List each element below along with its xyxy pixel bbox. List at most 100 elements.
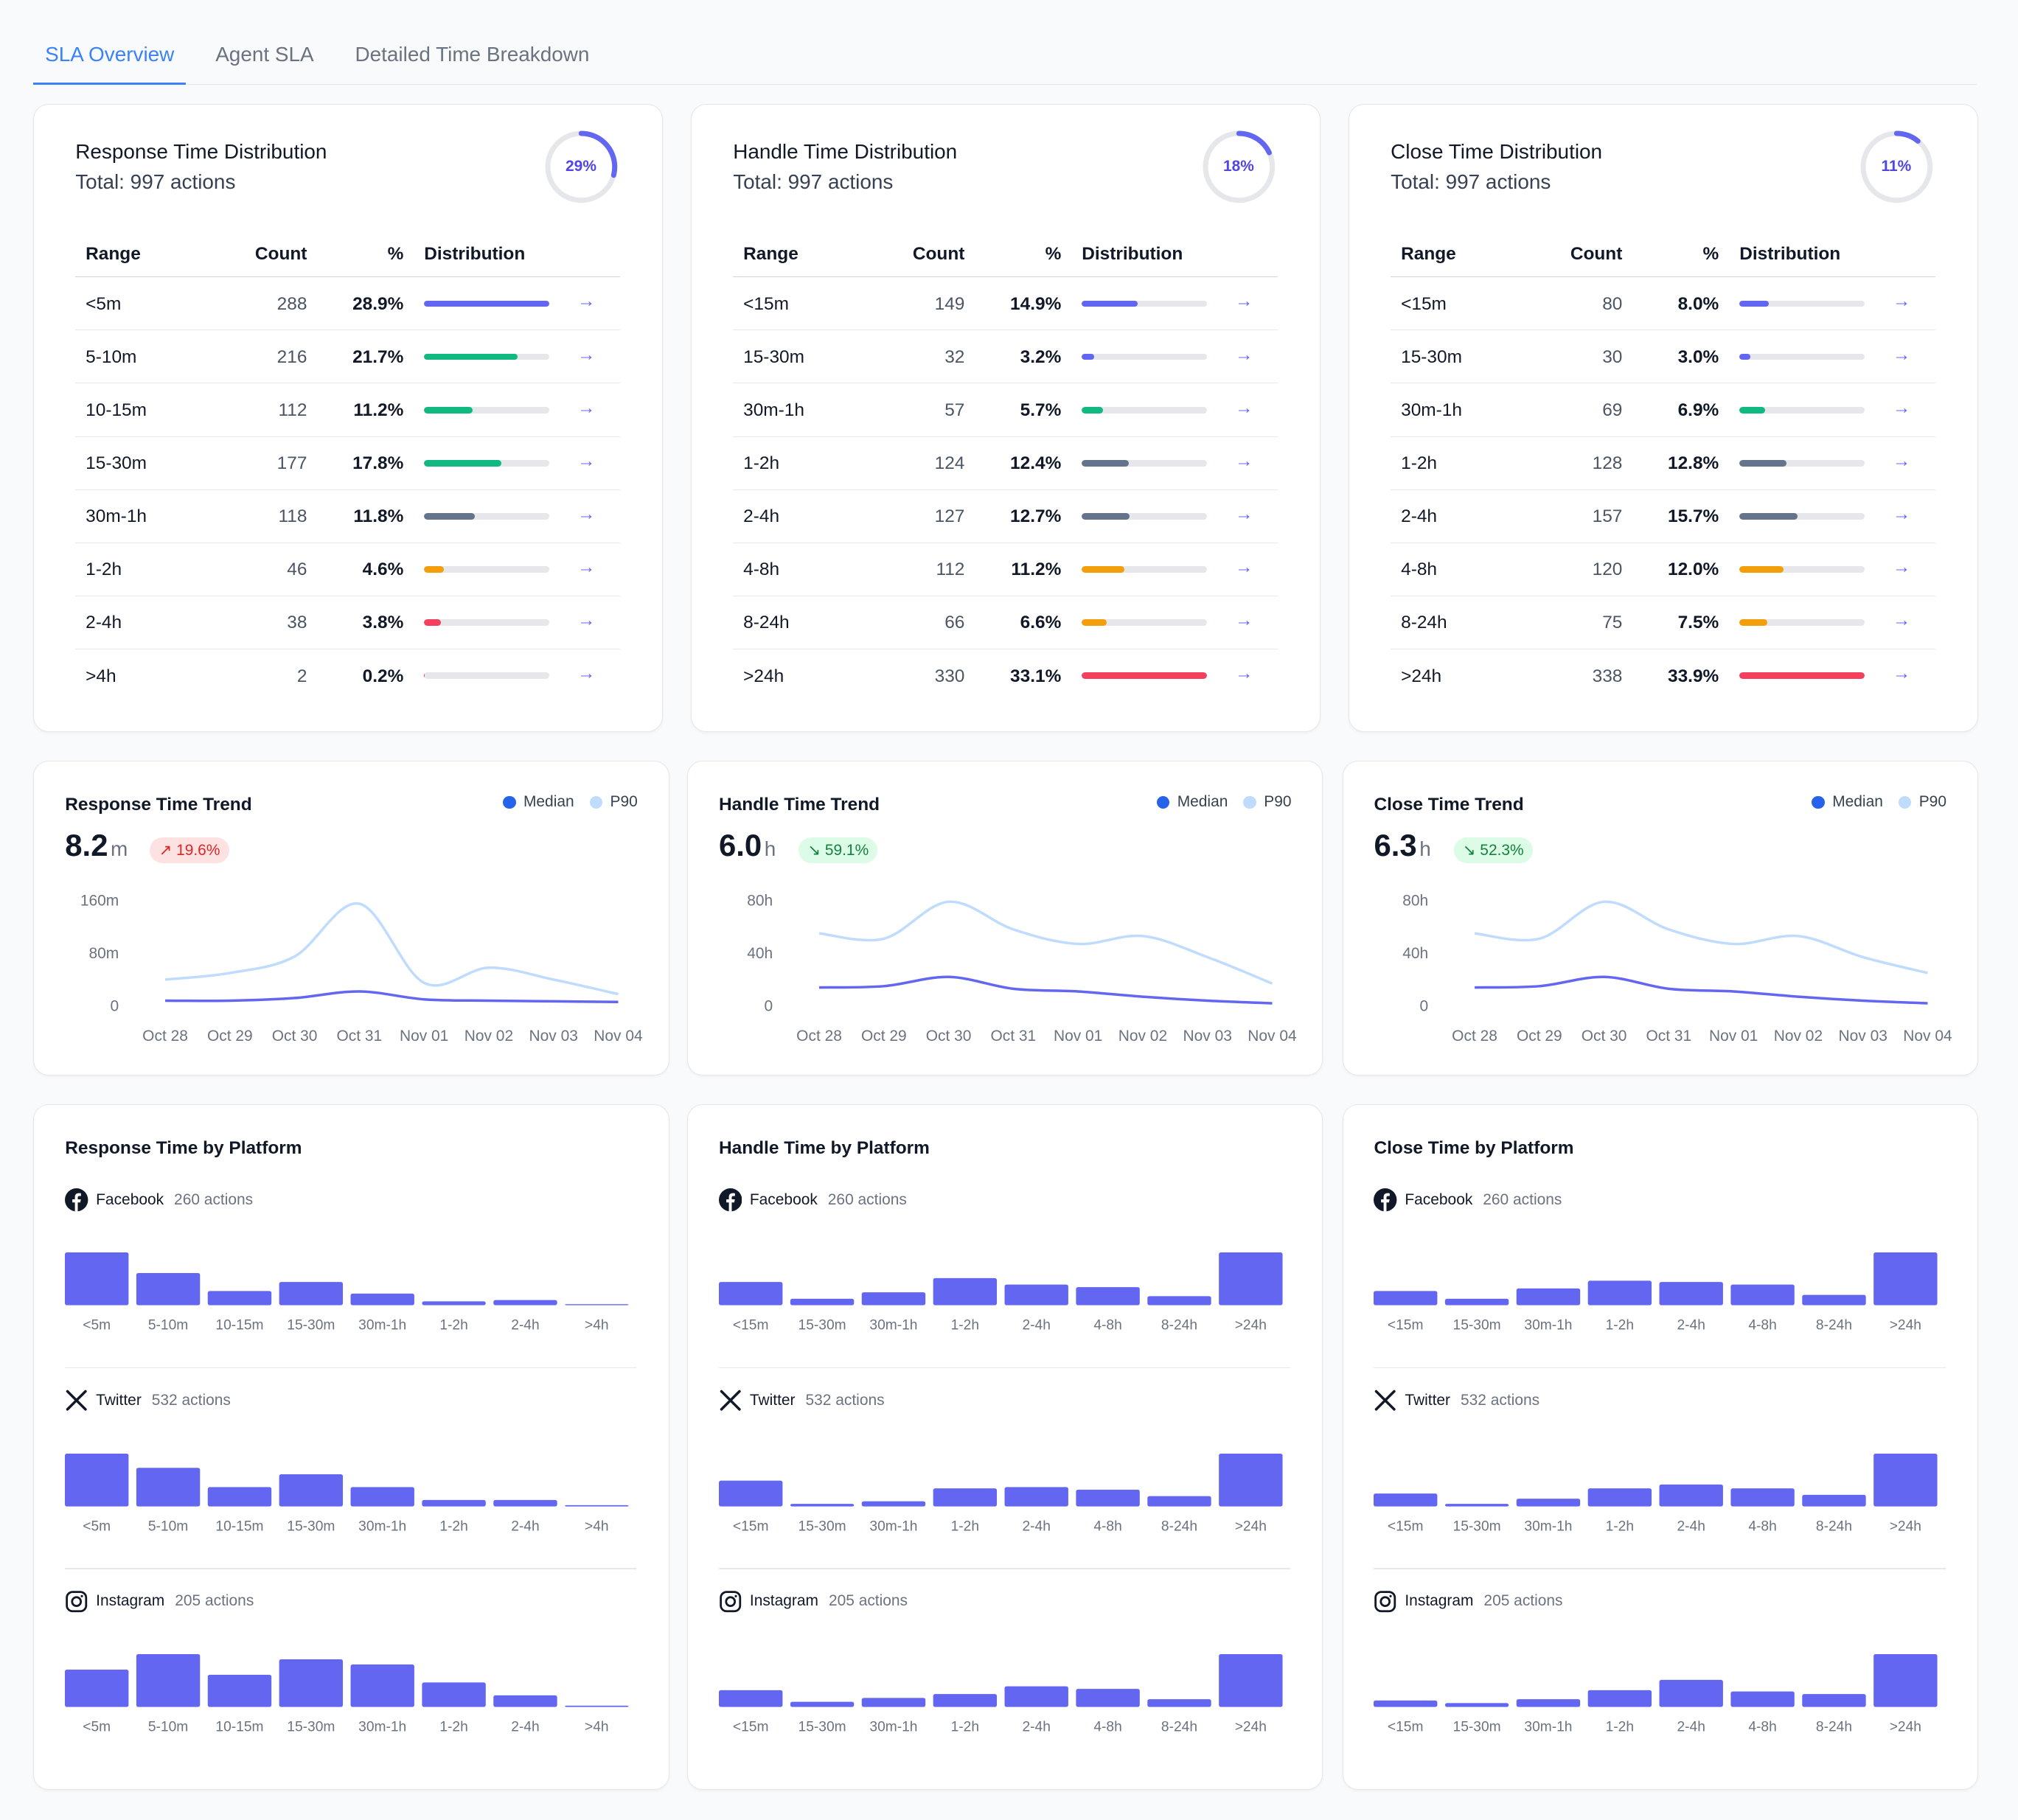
bar-category-label: >24h xyxy=(1235,1519,1267,1534)
bar-category-label: >24h xyxy=(1890,1519,1921,1534)
table-row[interactable]: 15-30m 32 3.2% → xyxy=(733,330,1278,384)
range-percent: 3.2% xyxy=(1020,347,1062,368)
arrow-right-icon[interactable]: → xyxy=(1234,450,1253,471)
bar-category-label: 15-30m xyxy=(798,1720,846,1735)
table-row[interactable]: <5m 288 28.9% → xyxy=(75,277,620,331)
table-row[interactable]: 5-10m 216 21.7% → xyxy=(75,330,620,384)
table-row[interactable]: 30m-1h 57 5.7% → xyxy=(733,383,1278,437)
arrow-right-icon[interactable]: → xyxy=(577,344,596,365)
range-label: 4-8h xyxy=(743,559,780,580)
range-count: 112 xyxy=(936,559,965,580)
column-header-percent: % xyxy=(1702,243,1719,264)
table-row[interactable]: 30m-1h 69 6.9% → xyxy=(1391,383,1935,437)
arrow-right-icon[interactable]: → xyxy=(1892,610,1911,630)
arrow-right-icon[interactable]: → xyxy=(1892,344,1911,365)
platform-action-count: 532 actions xyxy=(151,1392,231,1409)
arrow-right-icon[interactable]: → xyxy=(1234,344,1253,365)
distribution-bar-fill xyxy=(1739,619,1767,626)
range-count: 69 xyxy=(1602,400,1623,421)
table-row[interactable]: 4-8h 120 12.0% → xyxy=(1391,543,1935,596)
instagram-icon xyxy=(720,1590,742,1612)
distribution-bar xyxy=(1739,672,1865,679)
bar-category-label: 15-30m xyxy=(1453,1519,1501,1534)
tab-agent-sla[interactable]: Agent SLA xyxy=(215,42,314,66)
arrow-right-icon[interactable]: → xyxy=(1892,450,1911,471)
distribution-card: Handle Time Distribution Total: 997 actio… xyxy=(691,104,1321,733)
range-label: 1-2h xyxy=(1401,453,1437,474)
platform-name: Instagram xyxy=(1405,1592,1474,1610)
table-row[interactable]: 10-15m 112 11.2% → xyxy=(75,383,620,437)
platform-header: Instagram 205 actions xyxy=(65,1589,254,1614)
headline-number: 6.0 xyxy=(719,828,762,863)
range-count: 338 xyxy=(1592,666,1623,686)
table-row[interactable]: 15-30m 30 3.0% → xyxy=(1391,330,1935,384)
table-row[interactable]: 8-24h 75 7.5% → xyxy=(1391,596,1935,649)
legend-item-p90: P90 xyxy=(589,793,638,811)
x-tick-label: Oct 31 xyxy=(1646,1027,1691,1044)
distribution-bar xyxy=(1082,300,1207,307)
table-row[interactable]: 2-4h 157 15.7% → xyxy=(1391,490,1935,543)
table-row[interactable]: 4-8h 112 11.2% → xyxy=(733,543,1278,596)
arrow-right-icon[interactable]: → xyxy=(1234,663,1253,683)
tab-detailed-time-breakdown[interactable]: Detailed Time Breakdown xyxy=(355,42,590,66)
range-label: 30m-1h xyxy=(1401,400,1462,421)
table-row[interactable]: >24h 338 33.9% → xyxy=(1391,649,1935,702)
range-count: 216 xyxy=(276,347,307,368)
table-row[interactable]: 8-24h 66 6.6% → xyxy=(733,596,1278,649)
arrow-right-icon[interactable]: → xyxy=(1234,291,1253,312)
change-value: 59.1% xyxy=(824,841,869,859)
range-percent: 5.7% xyxy=(1020,400,1062,421)
bar xyxy=(1659,1282,1724,1305)
arrow-right-icon[interactable]: → xyxy=(1234,610,1253,630)
table-row[interactable]: 1-2h 46 4.6% → xyxy=(75,543,620,596)
table-row[interactable]: >4h 2 0.2% → xyxy=(75,649,619,702)
table-row[interactable]: 1-2h 124 12.4% → xyxy=(733,437,1278,490)
table-row[interactable]: <15m 80 8.0% → xyxy=(1391,277,1935,331)
arrow-right-icon[interactable]: → xyxy=(577,291,596,312)
range-label: >4h xyxy=(86,666,116,686)
arrow-right-icon[interactable]: → xyxy=(577,557,596,577)
arrow-right-icon[interactable]: → xyxy=(1892,663,1911,683)
chart-legend: Median P90 xyxy=(487,793,638,811)
arrow-right-icon[interactable]: → xyxy=(577,397,596,418)
headline-unit: m xyxy=(110,837,128,861)
platform-header: Instagram 205 actions xyxy=(1374,1589,1563,1614)
tab-bar: SLA Overview Agent SLA Detailed Time Bre… xyxy=(33,28,1977,86)
platform-name: Twitter xyxy=(749,1392,796,1409)
table-row[interactable]: 2-4h 38 3.8% → xyxy=(75,596,620,649)
arrow-right-icon[interactable]: → xyxy=(577,450,596,471)
table-row[interactable]: >24h 330 33.1% → xyxy=(733,649,1277,702)
range-percent: 33.9% xyxy=(1668,666,1719,686)
bar-category-label: 5-10m xyxy=(148,1519,188,1534)
bar-category-label: 1-2h xyxy=(440,1519,468,1534)
section-divider xyxy=(719,1568,1291,1569)
platform-action-count: 260 actions xyxy=(1483,1190,1562,1208)
table-row[interactable]: 2-4h 127 12.7% → xyxy=(733,490,1278,543)
arrow-right-icon[interactable]: → xyxy=(1234,503,1253,524)
legend-item-p90: P90 xyxy=(1243,793,1292,811)
table-row[interactable]: <15m 149 14.9% → xyxy=(733,277,1278,331)
range-count: 288 xyxy=(276,293,307,314)
arrow-right-icon[interactable]: → xyxy=(577,663,596,683)
arrow-right-icon[interactable]: → xyxy=(1892,557,1911,577)
change-value: 19.6% xyxy=(176,841,220,859)
table-row[interactable]: 30m-1h 118 11.8% → xyxy=(75,490,620,543)
progress-ring: 29% xyxy=(543,128,620,206)
bar xyxy=(1730,1285,1795,1305)
arrow-right-icon[interactable]: → xyxy=(577,503,596,524)
arrow-right-icon[interactable]: → xyxy=(1892,397,1911,418)
bar-category-label: <5m xyxy=(83,1318,111,1333)
arrow-right-icon[interactable]: → xyxy=(1892,291,1911,312)
x-tick-label: Nov 04 xyxy=(1248,1027,1297,1044)
arrow-right-icon[interactable]: → xyxy=(1234,397,1253,418)
arrow-right-icon[interactable]: → xyxy=(577,610,596,630)
arrow-right-icon[interactable]: → xyxy=(1234,557,1253,577)
table-row[interactable]: 15-30m 177 17.8% → xyxy=(75,437,620,490)
distribution-bar-fill xyxy=(424,300,549,307)
tab-sla-overview[interactable]: SLA Overview xyxy=(33,28,187,86)
bar-category-label: <15m xyxy=(1388,1318,1424,1333)
table-row[interactable]: 1-2h 128 12.8% → xyxy=(1391,437,1935,490)
x-tick-label: Oct 28 xyxy=(1452,1027,1497,1044)
bar-category-label: 4-8h xyxy=(1093,1519,1121,1534)
arrow-right-icon[interactable]: → xyxy=(1892,503,1911,524)
